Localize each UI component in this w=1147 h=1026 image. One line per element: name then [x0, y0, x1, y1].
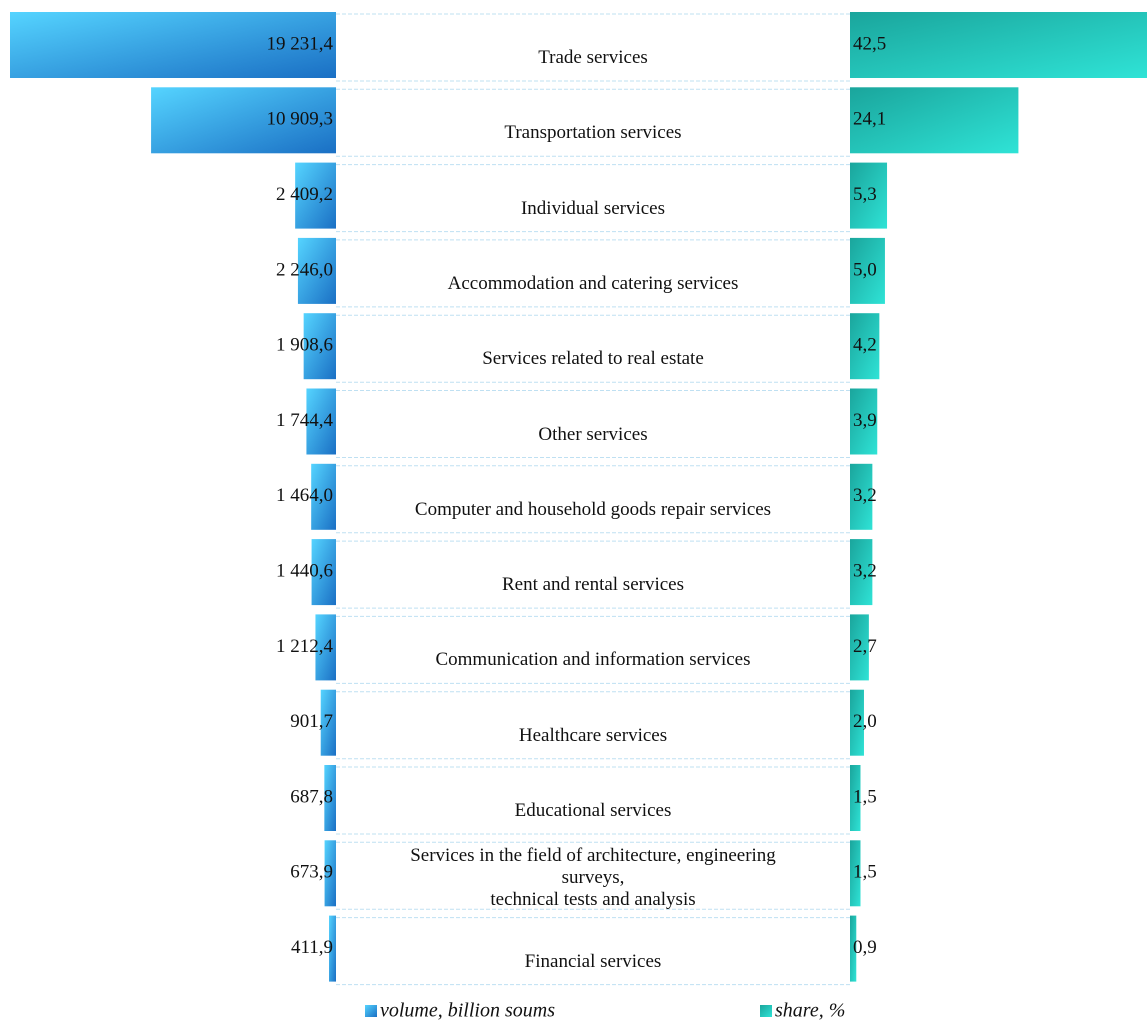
share-bar: [850, 614, 869, 681]
volume-bar: [315, 614, 336, 681]
volume-label: 10 909,3: [267, 109, 334, 130]
category-label: Communication and information services: [435, 649, 751, 671]
volume-bar: [151, 87, 336, 154]
share-label: 3,2: [853, 485, 877, 506]
category-label: Trade services: [538, 47, 648, 68]
share-label: 24,1: [853, 109, 886, 130]
share-label: 5,0: [853, 259, 877, 280]
volume-label: 19 231,4: [267, 33, 334, 54]
volume-label: 687,8: [290, 786, 333, 807]
volume-label: 1 440,6: [276, 560, 333, 581]
share-bar: [850, 87, 1019, 154]
share-bar: [850, 162, 888, 229]
volume-bar: [311, 539, 336, 606]
share-bar: [850, 765, 861, 831]
category-label: Individual services: [520, 197, 666, 219]
category-label: Accommodation and catering services: [447, 272, 739, 294]
legend-swatch: [365, 1005, 377, 1017]
volume-bar: [329, 915, 336, 982]
category-label: Services related to real estate: [482, 348, 704, 370]
share-label: 4,2: [853, 335, 877, 356]
volume-bar: [324, 765, 336, 831]
share-bar: [850, 388, 878, 455]
category-label: Educational services: [514, 800, 672, 821]
volume-bar: [306, 388, 336, 455]
share-label: 0,9: [853, 937, 877, 958]
volume-label: 411,9: [291, 937, 333, 958]
share-bar: [850, 915, 857, 982]
share-bar: [850, 539, 873, 606]
volume-label: 1 212,4: [276, 636, 334, 657]
volume-bar: [10, 12, 336, 78]
volume-bar: [303, 313, 336, 380]
category-label: Financial services: [524, 950, 662, 972]
share-bar: [850, 463, 873, 530]
category-label: Transportation services: [504, 122, 682, 144]
share-bar: [850, 689, 864, 756]
share-label: 1,5: [853, 786, 877, 807]
share-label: 42,5: [853, 33, 886, 54]
legend-label: share, %: [775, 1000, 845, 1022]
volume-label: 2 409,2: [276, 184, 333, 205]
legend-swatch: [760, 1005, 772, 1017]
category-label: Rent and rental services: [501, 574, 684, 596]
category-label: Other services: [538, 423, 648, 445]
category-label: Computer and household goods repair serv…: [414, 498, 772, 520]
share-bar: [850, 12, 1147, 78]
legend-label: volume, billion soums: [380, 1000, 555, 1022]
volume-bar: [295, 162, 336, 229]
share-label: 2,0: [853, 711, 877, 732]
share-label: 3,2: [853, 560, 877, 581]
volume-label: 1 908,6: [276, 335, 333, 356]
volume-bar: [311, 463, 336, 530]
volume-label: 2 246,0: [276, 259, 333, 280]
volume-label: 1 744,4: [276, 410, 334, 431]
share-label: 3,9: [853, 410, 877, 431]
volume-label: 673,9: [290, 862, 333, 883]
share-bar: [850, 840, 861, 907]
category-label: Services in the field of architecture, e…: [410, 845, 776, 911]
category-label: Healthcare services: [518, 724, 668, 746]
share-label: 1,5: [853, 862, 877, 883]
share-bar: [850, 237, 885, 304]
share-label: 2,7: [853, 636, 877, 657]
volume-bar: [324, 840, 336, 907]
volume-label: 901,7: [290, 711, 333, 732]
share-label: 5,3: [853, 184, 877, 205]
share-bar: [850, 313, 880, 380]
volume-label: 1 464,0: [276, 485, 333, 506]
volume-bar: [297, 237, 336, 304]
volume-bar: [320, 689, 336, 756]
